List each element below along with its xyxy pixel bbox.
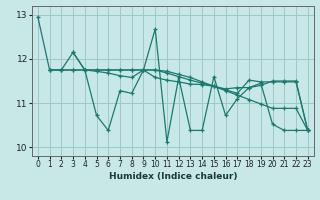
X-axis label: Humidex (Indice chaleur): Humidex (Indice chaleur) — [108, 172, 237, 181]
